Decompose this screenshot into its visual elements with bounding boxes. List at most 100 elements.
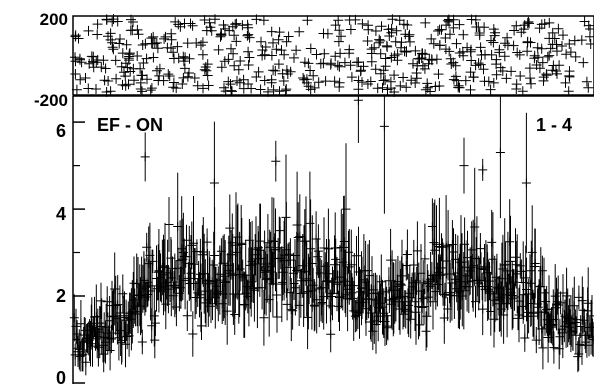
data-point (386, 255, 396, 265)
top-residual-point (334, 25, 345, 36)
top-residual-point (501, 73, 512, 84)
data-point (77, 350, 87, 360)
top-residual-point (185, 18, 196, 29)
data-point (69, 313, 79, 323)
top-residual-point (494, 44, 505, 55)
top-residual-point (537, 57, 548, 68)
top-residual-point (524, 63, 535, 74)
top-residual-point (584, 31, 594, 42)
top-residual-point (334, 82, 345, 92)
top-residual-point (509, 25, 520, 36)
top-residual-point (549, 33, 560, 44)
top-residual-point (502, 32, 513, 43)
top-residual-point (408, 58, 418, 69)
top-residual-point (189, 73, 200, 83)
top-residual-point (536, 43, 547, 54)
top-residual-point (145, 85, 156, 96)
top-residual-point (372, 83, 383, 94)
top-residual-point (75, 74, 86, 85)
data-point (104, 333, 114, 343)
data-point (397, 271, 407, 281)
data-point (470, 222, 480, 232)
y-tick-label-4: 4 (56, 204, 66, 224)
top-residual-point (309, 82, 320, 93)
top-residual-point (358, 61, 369, 72)
data-point (313, 252, 323, 262)
data-point (236, 238, 246, 248)
top-residual-point (172, 41, 183, 52)
data-point (194, 274, 204, 284)
top-residual-point (80, 73, 91, 83)
top-residual-point (243, 46, 254, 57)
top-residual-point (105, 34, 116, 45)
top-residual-point (396, 42, 406, 53)
top-residual-point (70, 52, 80, 63)
data-point (520, 333, 530, 343)
top-residual-point (578, 57, 589, 68)
top-residual-point (273, 59, 284, 70)
top-residual-point (268, 65, 279, 76)
top-residual-point (178, 56, 189, 67)
data-point (339, 237, 349, 246)
top-residual-point (74, 53, 85, 64)
top-residual-point (561, 49, 572, 60)
data-point (573, 352, 583, 362)
top-residual-point (111, 73, 122, 84)
data-point (150, 335, 160, 345)
data-point (553, 300, 563, 310)
top-residual-point (381, 40, 392, 51)
top-residual-point (238, 74, 249, 85)
data-point (437, 263, 447, 273)
top-residual-point (460, 75, 471, 86)
top-residual-point (426, 33, 437, 44)
top-residual-point (173, 19, 184, 30)
top-residual-point (430, 81, 441, 92)
top-residual-point (225, 79, 236, 90)
top-residual-point (198, 83, 208, 94)
data-point (173, 222, 183, 231)
annotation-ef-on: EF - ON (97, 115, 163, 135)
top-residual-point (313, 77, 324, 88)
top-residual-point (233, 64, 244, 75)
top-residual-point (375, 68, 386, 79)
top-residual-point (88, 56, 98, 67)
top-residual-point (117, 48, 128, 59)
top-residual-point (514, 49, 525, 60)
data-point (431, 287, 441, 297)
data-point (529, 311, 539, 321)
top-residual-point (182, 38, 193, 49)
top-residual-point (451, 38, 462, 49)
top-residual-point (199, 15, 210, 25)
top-residual-point (475, 42, 486, 53)
top-residual-point (488, 37, 499, 48)
top-residual-point (416, 53, 427, 63)
top-residual-point (518, 24, 529, 35)
data-point (506, 256, 515, 266)
top-residual-point (511, 20, 522, 31)
top-residual-point (322, 28, 333, 39)
bottom-panel: 6 4 2 0 EF - ON 1 - 4 (56, 95, 594, 384)
annotation-range: 1 - 4 (536, 115, 572, 135)
top-residual-point (71, 84, 82, 95)
top-residual-point (346, 72, 357, 83)
data-point (137, 337, 147, 347)
top-residual-point (369, 42, 380, 53)
top-residual-point (475, 59, 486, 70)
top-residual-point (283, 31, 294, 42)
top-residual-point (276, 45, 287, 56)
data-point (182, 311, 192, 321)
top-residual-point (305, 65, 316, 76)
data-point (511, 260, 521, 270)
data-point (449, 247, 458, 257)
top-residual-point (117, 79, 128, 90)
top-residual-point (243, 79, 254, 89)
top-residual-point (380, 53, 391, 64)
top-residual-point (468, 72, 479, 82)
top-residual-point (486, 49, 497, 60)
top-residual-point (257, 45, 268, 55)
top-residual-point (107, 42, 118, 53)
data-point (187, 240, 197, 250)
top-residual-point (180, 52, 191, 63)
peak-point (271, 156, 281, 166)
data-point (209, 260, 219, 270)
